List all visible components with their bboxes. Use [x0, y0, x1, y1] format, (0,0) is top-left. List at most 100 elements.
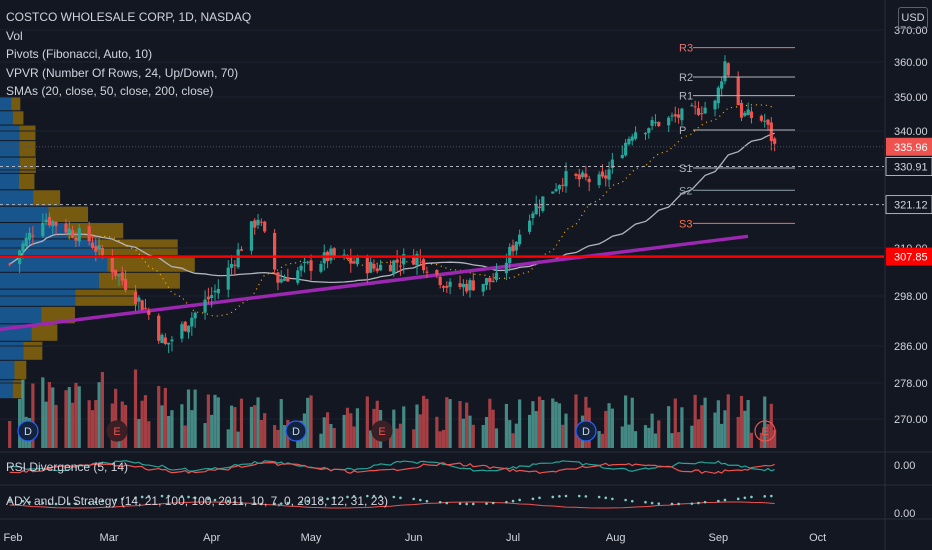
candle-body — [54, 221, 58, 226]
candle-body — [468, 280, 472, 291]
candle-body — [100, 248, 105, 256]
adx-dot — [564, 494, 568, 498]
volume-bar — [100, 372, 105, 448]
candle-body — [491, 280, 495, 282]
candle-body — [342, 254, 346, 256]
candle-body — [481, 283, 485, 292]
volume-bar — [494, 428, 499, 448]
earnings-marker — [371, 420, 393, 442]
indicator-smas[interactable]: SMAs (20, close, 50, close, 200, close) — [6, 84, 214, 98]
adx-dot — [690, 502, 694, 505]
adx-dot — [260, 502, 263, 506]
volume-bar — [435, 416, 439, 448]
adx-dot — [253, 502, 257, 505]
candle-body — [193, 312, 197, 319]
volume-bar — [633, 431, 638, 448]
rsi-title[interactable]: RSI Divergence (5, 14) — [6, 460, 129, 474]
candle-body — [203, 299, 207, 313]
volume-bar — [137, 419, 141, 448]
candle-body — [769, 122, 773, 142]
volume-bar — [157, 386, 161, 448]
vpvr-down-bar — [11, 97, 21, 111]
candle-body — [773, 138, 777, 144]
volume-bar — [8, 420, 12, 448]
candle-body — [44, 219, 48, 223]
volume-bar — [74, 382, 78, 448]
vpvr-down-bar — [12, 380, 24, 399]
candle-body — [534, 203, 538, 215]
volume-bar — [604, 410, 608, 448]
candle-body — [282, 278, 287, 281]
currency-button[interactable]: USD — [898, 7, 928, 29]
marker-letter: D — [24, 426, 32, 438]
adx-dot — [319, 498, 323, 502]
candle-body — [170, 339, 174, 342]
volume-bar — [504, 403, 509, 448]
adx-dot — [140, 495, 144, 499]
candle-body — [286, 277, 290, 282]
indicator-vpvr[interactable]: VPVR (Number Of Rows, 24, Up/Down, 70) — [6, 65, 239, 80]
volume-bar — [342, 414, 346, 448]
volume-bar — [54, 404, 58, 448]
volume-bar — [388, 432, 393, 448]
volume-bar — [94, 400, 98, 448]
price-tick-label: 286.00 — [894, 341, 928, 353]
volume-bar — [620, 426, 624, 448]
candle-body — [319, 264, 323, 272]
candle-body — [210, 295, 214, 299]
adx-dot — [763, 495, 767, 498]
vpvr-down-bar — [33, 190, 61, 206]
volume-bar — [306, 397, 310, 448]
volume-bar — [627, 424, 631, 448]
volume-bar — [31, 383, 35, 448]
candle-body — [422, 259, 426, 271]
price-tag-bg — [885, 157, 932, 176]
indicator-pivots[interactable]: Pivots (Fibonacci, Auto, 10) — [6, 47, 153, 61]
adx-title[interactable]: ADX and DI Strategy (14, 21, 100, 100, 2… — [6, 494, 389, 508]
volume-bar — [527, 414, 532, 448]
adx-dot — [465, 502, 468, 506]
candle-body — [584, 173, 588, 178]
candle-body — [263, 221, 267, 232]
volume-bar — [352, 426, 356, 448]
adx-dot — [597, 495, 601, 499]
volume-bar — [90, 410, 95, 448]
volume-bar — [564, 413, 568, 448]
symbol-title[interactable]: COSTCO WHOLESALE CORP, 1D, NASDAQ — [6, 10, 252, 24]
candle-body — [388, 264, 393, 272]
vpvr-up-bar — [0, 256, 108, 272]
candle-body — [723, 61, 727, 82]
volume-bar — [140, 400, 144, 448]
adx-dot — [372, 494, 376, 498]
candle-body — [97, 245, 101, 250]
price-tick-label: 340.00 — [894, 126, 928, 138]
volume-bar — [610, 408, 614, 448]
indicator-vol[interactable]: Vol — [6, 28, 23, 43]
adx-dot — [213, 498, 217, 502]
candle-body — [484, 278, 489, 286]
volume-bar — [203, 423, 207, 448]
time-tick-label: Jun — [405, 532, 423, 544]
volume-bar — [319, 433, 323, 448]
candle-body — [580, 172, 585, 178]
candle-body — [90, 242, 95, 248]
adx-dot — [346, 495, 349, 499]
volume-bar — [160, 405, 164, 448]
price-tag-label: 307.85 — [894, 252, 928, 264]
adx-dot — [226, 499, 230, 503]
candle-body — [375, 268, 379, 272]
adx-dot — [326, 497, 329, 501]
candle-body — [398, 265, 403, 267]
vpvr-up-bar — [0, 239, 98, 255]
volume-bar — [210, 414, 214, 448]
volume-bar — [193, 389, 197, 448]
marker-letter: E — [378, 426, 385, 438]
candle-body — [352, 261, 356, 264]
vpvr-down-bar — [23, 341, 43, 360]
candle-body — [21, 243, 25, 252]
vpvr-down-bar — [18, 173, 35, 190]
adx-dot — [41, 501, 45, 505]
candle-body — [253, 220, 257, 228]
volume-bar — [256, 397, 260, 448]
